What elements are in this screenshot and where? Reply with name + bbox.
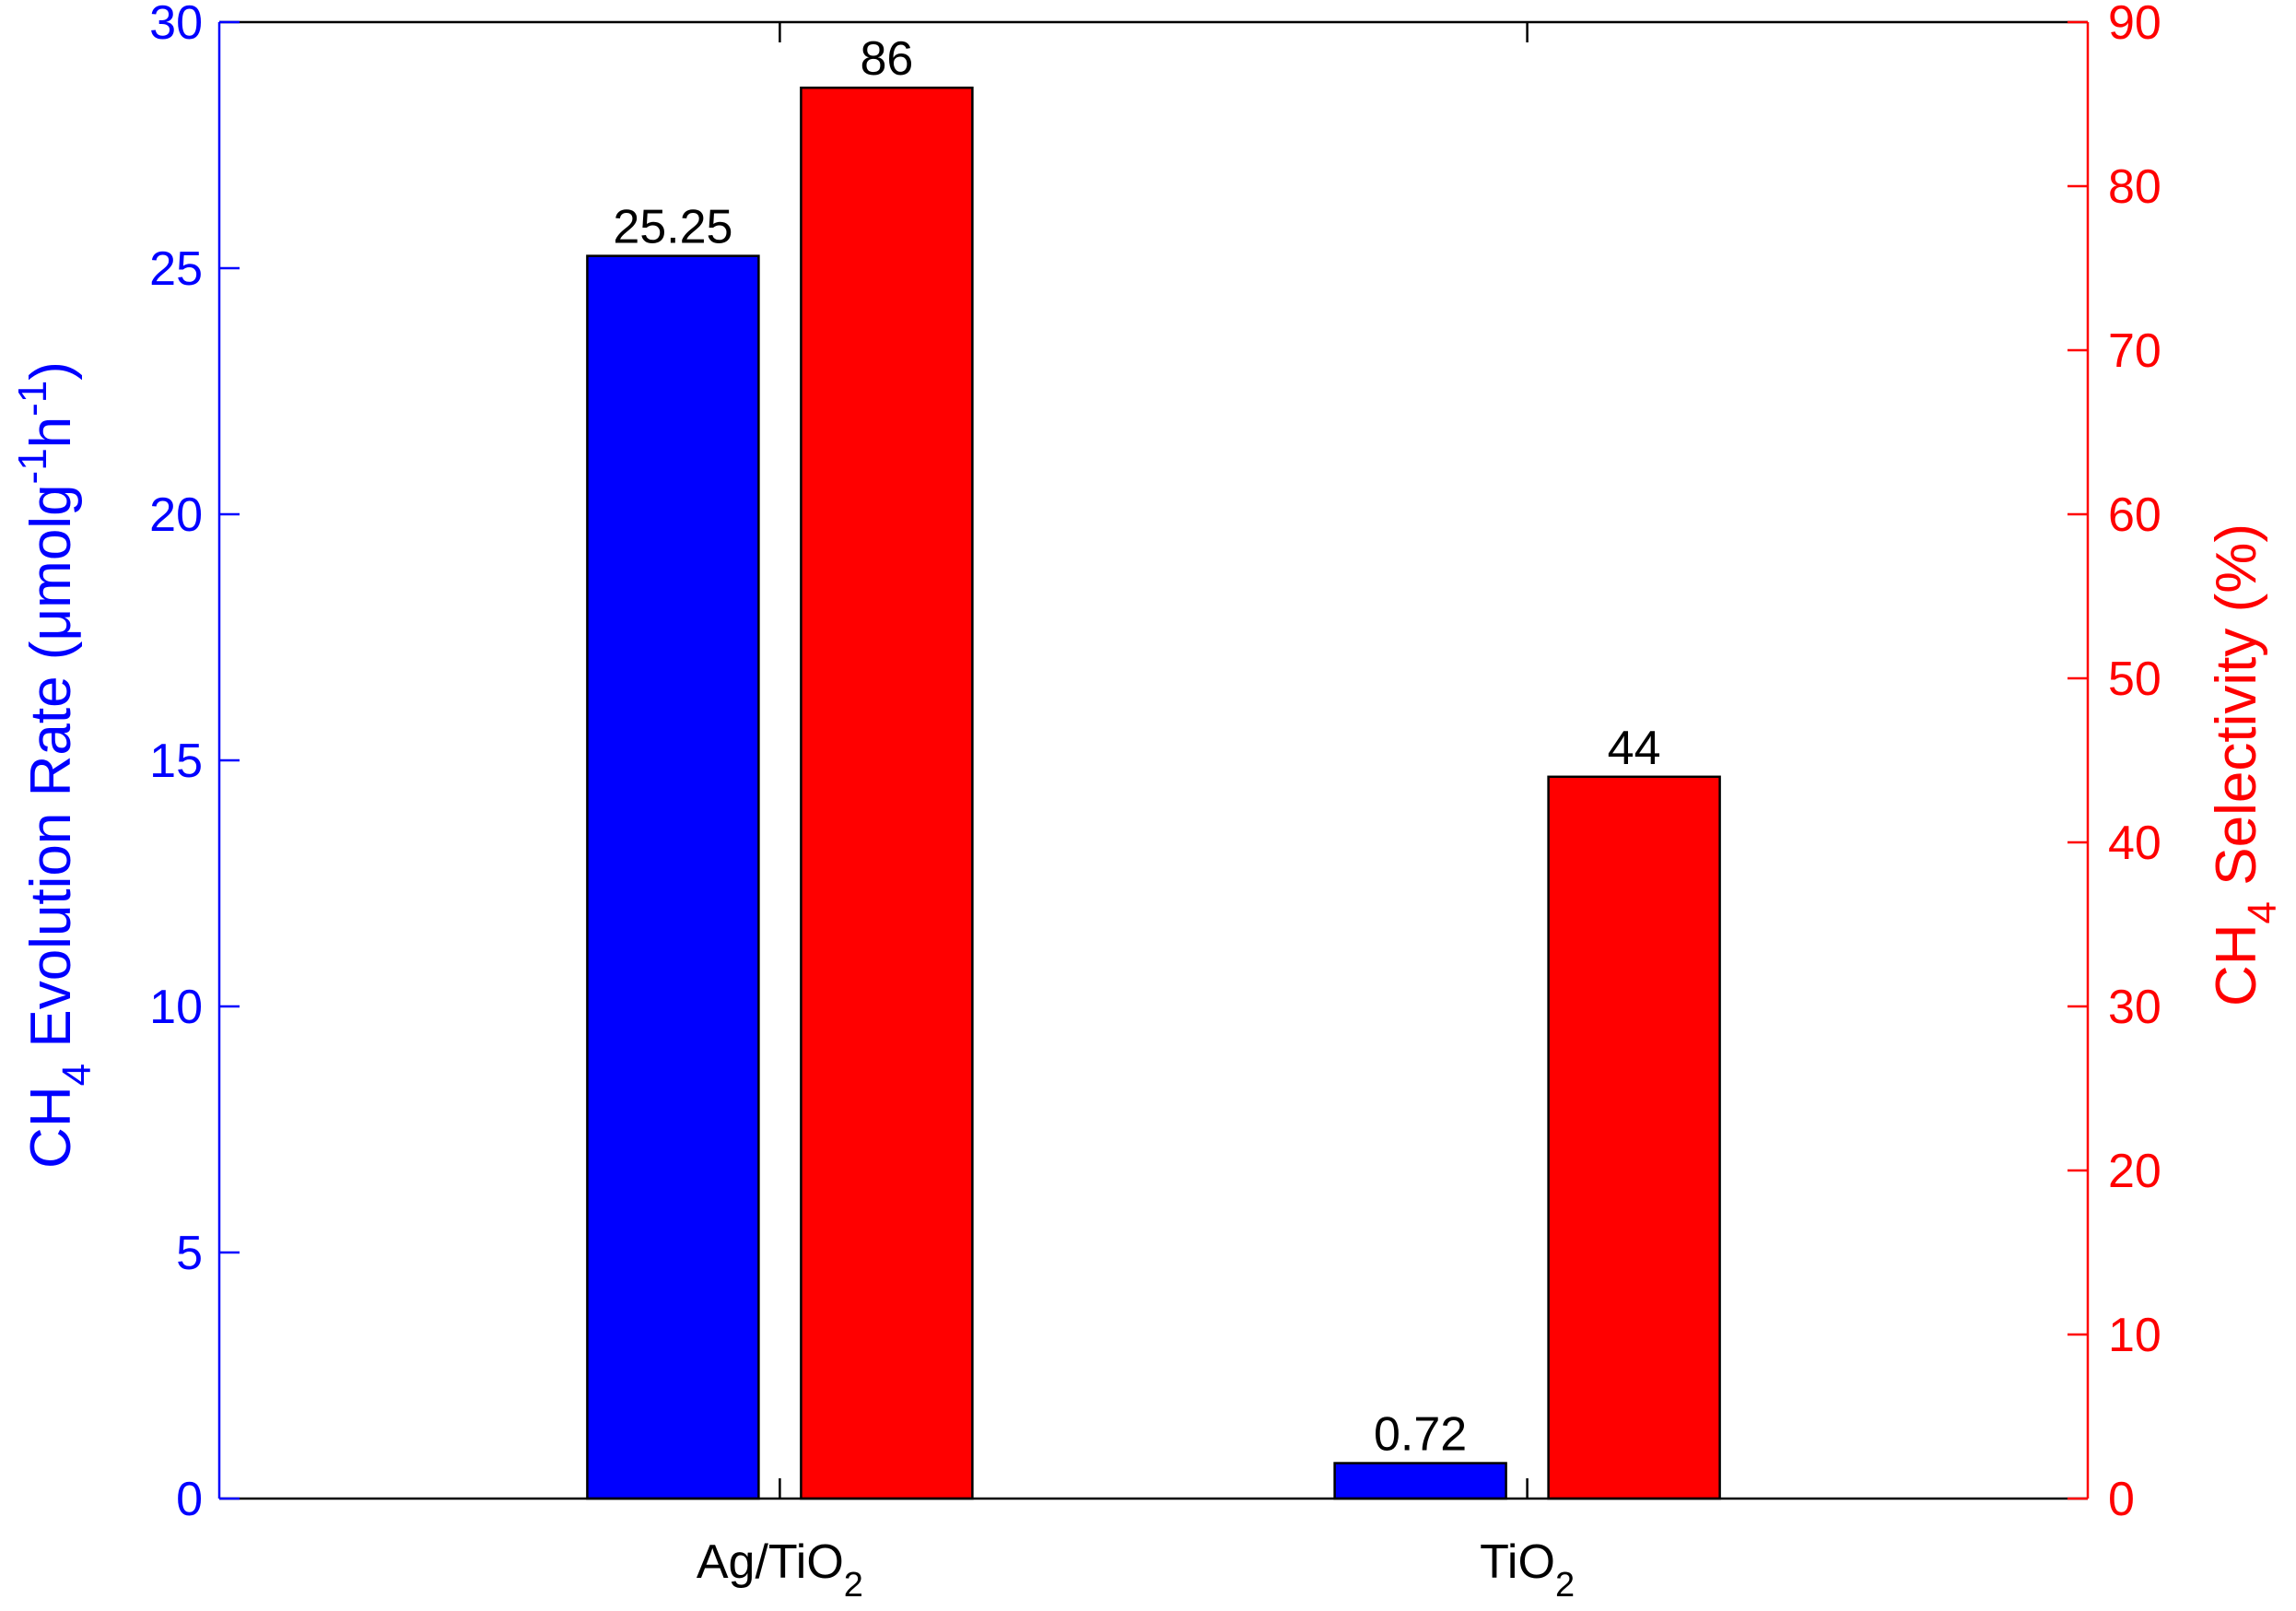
left-tick-label: 20 (149, 488, 203, 542)
right-tick-label: 70 (2108, 324, 2161, 378)
right-tick-label: 80 (2108, 160, 2161, 214)
data-label-rate-0: 25.25 (613, 201, 732, 254)
right-tick-label: 0 (2108, 1473, 2135, 1526)
right-axis-title: CH4 Selectivity (%) (2205, 523, 2285, 1006)
left-tick-label: 5 (176, 1227, 203, 1280)
right-tick-label: 30 (2108, 981, 2161, 1034)
data-labels-layer: 25.25 0.72 86 44 (613, 32, 1660, 1461)
left-tick-label: 0 (176, 1473, 203, 1526)
left-tick-label: 10 (149, 981, 203, 1034)
x-tick-label: TiO2 (1480, 1535, 1575, 1605)
data-label-selectivity-0: 86 (860, 32, 913, 86)
data-label-selectivity-1: 44 (1608, 722, 1661, 775)
left-axis-title: CH4 Evolution Rate (μmolg-1h-1) (10, 361, 100, 1169)
left-tick-label: 15 (149, 735, 203, 788)
bar-selectivity-0 (800, 86, 974, 1500)
bar-rate-0 (586, 254, 760, 1500)
data-label-rate-1: 0.72 (1374, 1408, 1467, 1462)
right-tick-label: 50 (2108, 653, 2161, 706)
left-tick-label: 25 (149, 242, 203, 296)
left-axis: 0 5 10 15 20 25 30 (149, 0, 240, 1526)
x-axis: Ag/TiO2 TiO2 (697, 22, 1575, 1605)
right-tick-label: 20 (2108, 1145, 2161, 1198)
bar-selectivity-1 (1547, 775, 1721, 1500)
right-axis: 0 10 20 30 40 50 60 70 80 90 (2068, 0, 2161, 1526)
right-tick-label: 10 (2108, 1309, 2161, 1362)
right-tick-label: 40 (2108, 817, 2161, 870)
right-tick-label: 90 (2108, 0, 2161, 50)
bars-layer (586, 86, 1721, 1500)
x-tick-label: Ag/TiO2 (697, 1535, 863, 1605)
left-tick-label: 30 (149, 0, 203, 50)
right-tick-label: 60 (2108, 488, 2161, 542)
bar-rate-1 (1333, 1462, 1507, 1500)
